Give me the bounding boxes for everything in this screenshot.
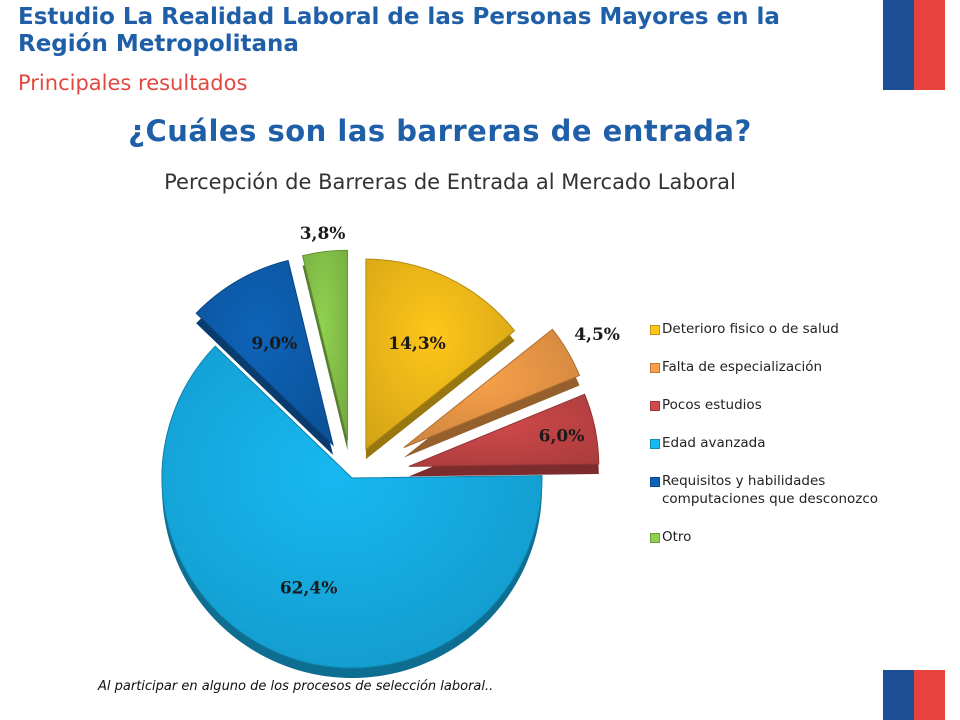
legend-item-3: Edad avanzada bbox=[650, 434, 890, 452]
pie-data-label-1: 4,5% bbox=[574, 325, 620, 345]
pie-data-label-2: 6,0% bbox=[539, 426, 585, 446]
footnote: Al participar en alguno de los procesos … bbox=[98, 679, 494, 694]
question-heading: ¿Cuáles son las barreras de entrada? bbox=[128, 114, 752, 148]
legend-swatch-1 bbox=[650, 363, 660, 373]
legend-swatch-3 bbox=[650, 439, 660, 449]
pie-data-label-4: 9,0% bbox=[252, 334, 298, 354]
legend-label-2: Pocos estudios bbox=[662, 397, 762, 413]
legend-item-5: Otro bbox=[650, 528, 890, 546]
legend-label-4: Requisitos y habilidades computaciones q… bbox=[662, 473, 879, 507]
pie-data-label-3: 62,4% bbox=[280, 579, 338, 599]
flag-decoration-top bbox=[883, 0, 945, 90]
legend-item-2: Pocos estudios bbox=[650, 396, 890, 414]
pie-slice-1 bbox=[403, 328, 581, 449]
legend-label-5: Otro bbox=[662, 529, 692, 545]
pie-slice-5 bbox=[301, 249, 348, 441]
legend-swatch-0 bbox=[650, 325, 660, 335]
legend-swatch-2 bbox=[650, 401, 660, 411]
pie-slice-4 bbox=[195, 259, 334, 447]
pie-slice-0 bbox=[365, 258, 516, 451]
pie-slice-2 bbox=[408, 393, 600, 467]
chart-title: Percepción de Barreras de Entrada al Mer… bbox=[164, 170, 736, 194]
legend-item-0: Deterioro fisico o de salud bbox=[650, 320, 890, 338]
legend-item-4: Requisitos y habilidades computaciones q… bbox=[650, 472, 890, 508]
chart-legend: Deterioro fisico o de salud Falta de espe… bbox=[650, 320, 890, 566]
legend-swatch-5 bbox=[650, 533, 660, 543]
pie-data-label-5: 3,8% bbox=[300, 224, 346, 244]
pie-slice-3 bbox=[161, 345, 543, 669]
header-title: Estudio La Realidad Laboral de las Perso… bbox=[18, 4, 780, 57]
header-subtitle: Principales resultados bbox=[18, 71, 248, 95]
legend-item-1: Falta de especialización bbox=[650, 358, 890, 376]
pie-data-label-0: 14,3% bbox=[388, 334, 446, 354]
legend-swatch-4 bbox=[650, 477, 660, 487]
legend-label-1: Falta de especialización bbox=[662, 359, 823, 375]
legend-label-0: Deterioro fisico o de salud bbox=[662, 321, 839, 337]
flag-decoration-bottom bbox=[883, 670, 945, 720]
legend-label-3: Edad avanzada bbox=[662, 435, 766, 451]
